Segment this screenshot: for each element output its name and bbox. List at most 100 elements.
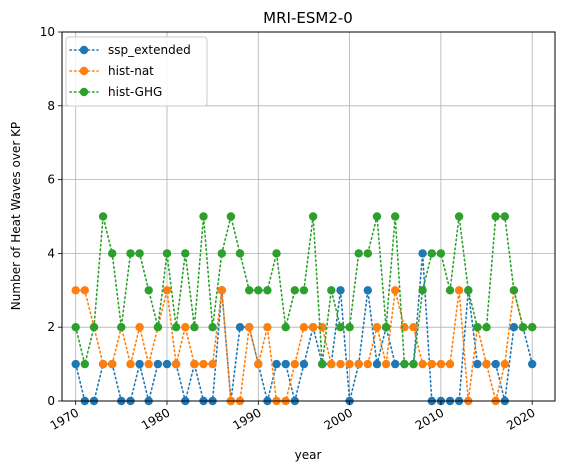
- data-point: [299, 286, 309, 295]
- legend-item: hist-GHG: [69, 85, 162, 99]
- data-point: [135, 323, 144, 332]
- data-point: [372, 359, 382, 369]
- x-tick-label: 1980: [139, 405, 172, 432]
- chart-title: MRI-ESM2-0: [263, 9, 353, 27]
- series-hist-GHG: [71, 212, 537, 369]
- legend-marker: [79, 45, 89, 55]
- data-point: [135, 359, 144, 369]
- data-point: [427, 359, 436, 369]
- data-point: [108, 359, 117, 369]
- y-tick-label: 4: [47, 246, 55, 260]
- data-point: [354, 359, 363, 369]
- legend-marker: [79, 87, 89, 97]
- data-point: [445, 286, 455, 295]
- data-point: [281, 359, 290, 369]
- data-point: [391, 212, 400, 221]
- legend-box: [65, 36, 208, 107]
- x-axis-label: year: [295, 448, 322, 462]
- legend: ssp_extended hist-nat hist-GHG: [65, 36, 208, 107]
- x-tick-label: 2020: [504, 405, 537, 432]
- data-point: [518, 323, 528, 332]
- data-point: [162, 249, 172, 258]
- data-point: [263, 323, 272, 332]
- data-point: [418, 249, 427, 258]
- data-point: [171, 359, 181, 369]
- data-point: [144, 286, 153, 295]
- data-point: [436, 359, 446, 369]
- data-point: [162, 286, 172, 295]
- data-point: [354, 249, 363, 258]
- data-point: [464, 286, 473, 295]
- data-point: [199, 359, 208, 369]
- data-point: [290, 359, 299, 369]
- data-point: [235, 323, 245, 332]
- data-point: [263, 286, 272, 295]
- data-point: [71, 323, 80, 332]
- data-point: [71, 286, 80, 295]
- data-point: [71, 359, 80, 369]
- data-point: [272, 359, 281, 369]
- data-point: [290, 286, 299, 295]
- data-point: [409, 359, 418, 369]
- data-point: [409, 323, 418, 332]
- data-point: [199, 212, 208, 221]
- data-point: [135, 249, 144, 258]
- data-point: [500, 359, 509, 369]
- data-point: [190, 359, 199, 369]
- data-point: [491, 212, 500, 221]
- data-point: [181, 249, 190, 258]
- data-point: [418, 359, 427, 369]
- data-point: [208, 323, 217, 332]
- x-tick-label: 1990: [230, 405, 263, 432]
- data-point: [454, 212, 464, 221]
- data-point: [345, 323, 354, 332]
- plot-frame: [61, 31, 556, 402]
- data-point: [327, 286, 336, 295]
- data-point: [372, 323, 382, 332]
- data-point: [190, 323, 199, 332]
- data-point: [308, 212, 318, 221]
- data-point: [363, 249, 372, 258]
- data-point: [391, 359, 400, 369]
- data-point: [181, 323, 190, 332]
- data-point: [473, 359, 482, 369]
- data-point: [528, 359, 537, 369]
- legend-label: hist-nat: [108, 64, 154, 78]
- data-point: [509, 286, 519, 295]
- data-point: [208, 359, 217, 369]
- data-point: [482, 323, 491, 332]
- data-point: [391, 286, 400, 295]
- legend-item: hist-nat: [69, 64, 154, 78]
- data-point: [400, 359, 409, 369]
- data-point: [98, 212, 108, 221]
- data-point: [235, 249, 245, 258]
- data-point: [162, 359, 172, 369]
- data-point: [381, 323, 391, 332]
- data-point: [500, 212, 509, 221]
- data-point: [454, 286, 464, 295]
- data-point: [381, 359, 391, 369]
- data-point: [272, 249, 281, 258]
- data-point: [491, 359, 500, 369]
- series-line: [74, 215, 534, 365]
- data-point: [153, 323, 163, 332]
- data-point: [372, 212, 382, 221]
- data-point: [254, 286, 263, 295]
- legend-marker: [79, 66, 89, 76]
- data-point: [345, 359, 354, 369]
- x-tick-label: 1970: [48, 405, 81, 432]
- data-point: [226, 212, 236, 221]
- data-point: [144, 359, 153, 369]
- data-point: [436, 249, 446, 258]
- data-point: [245, 286, 254, 295]
- y-tick-label: 10: [40, 25, 55, 39]
- data-point: [117, 323, 126, 332]
- legend-item: ssp_extended: [69, 43, 191, 57]
- data-point: [336, 323, 345, 332]
- y-tick-label: 2: [47, 320, 55, 334]
- data-point: [80, 286, 90, 295]
- data-point: [482, 359, 491, 369]
- x-tick-label: 2010: [413, 405, 446, 432]
- data-point: [418, 286, 427, 295]
